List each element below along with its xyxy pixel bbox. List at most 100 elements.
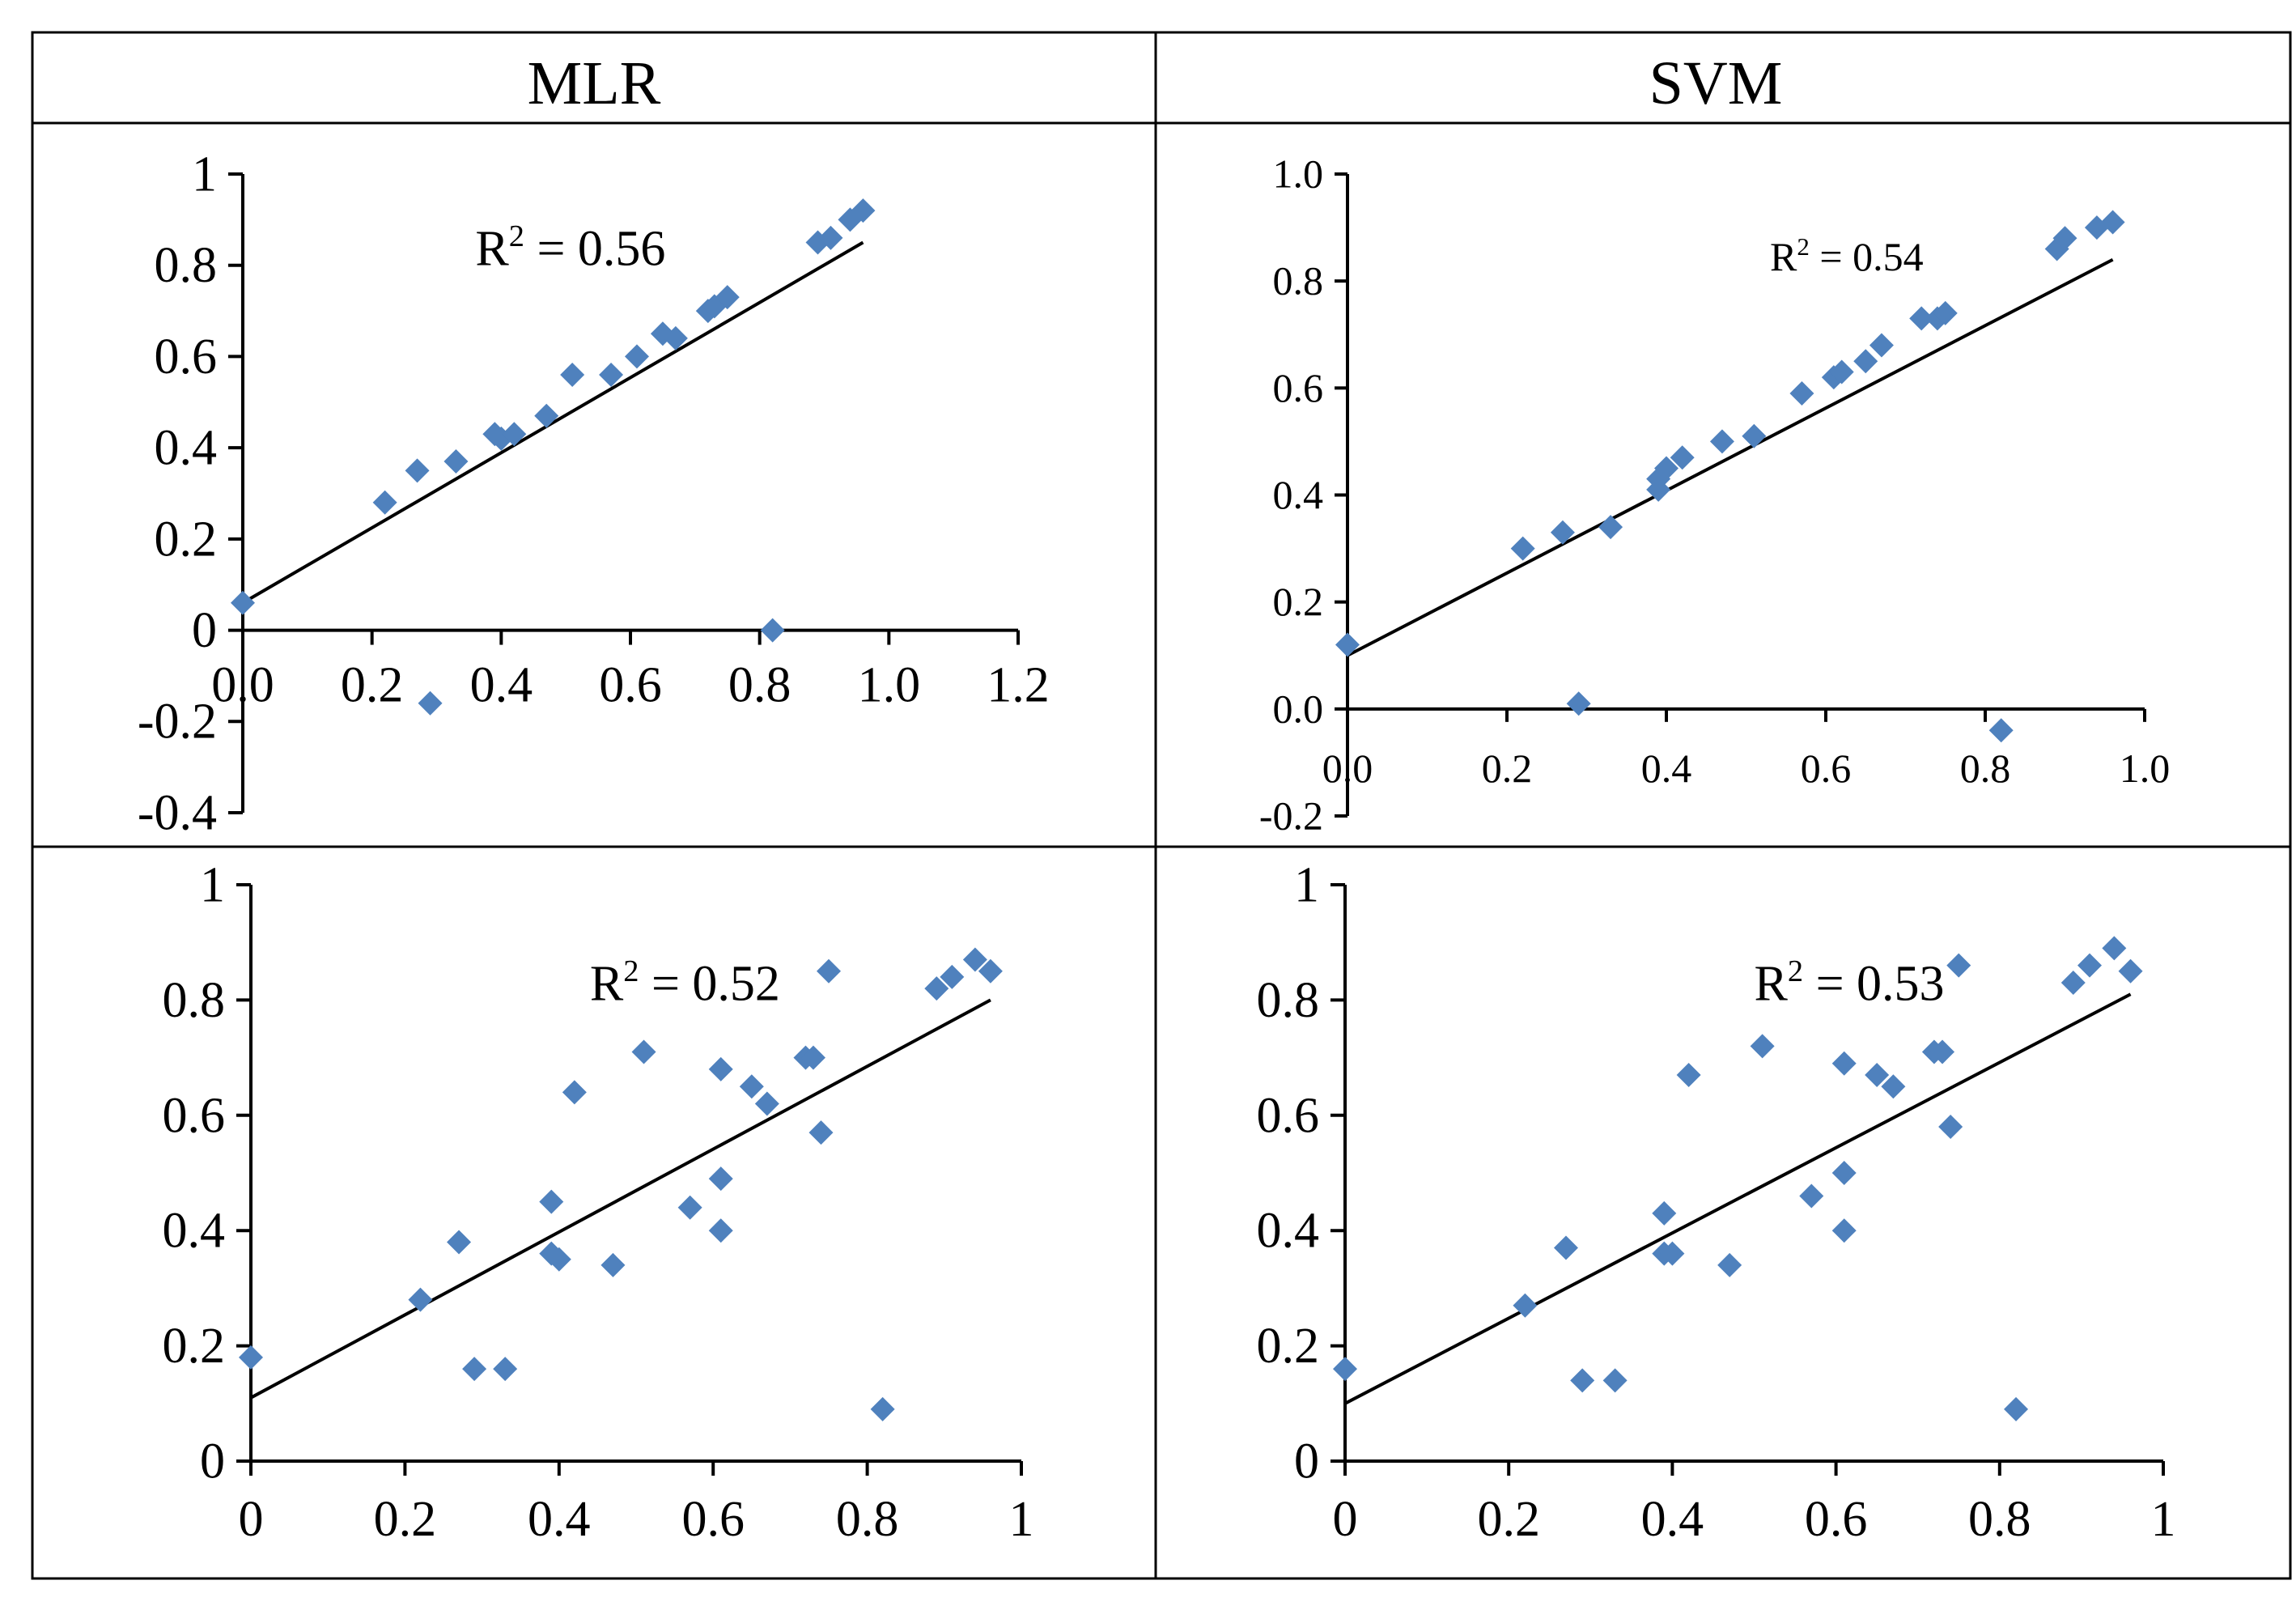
data-point [1670,445,1695,470]
x-tick-label: 0.8 [728,658,792,713]
r-squared-annotation: R2 = 0.52 [590,954,780,1012]
x-tick-label: 0.6 [681,1492,745,1547]
x-tick-label: 1 [2151,1492,2176,1547]
y-tick-label: 0.8 [155,238,218,293]
data-point [1930,1039,1955,1064]
data-point [1853,349,1878,374]
data-point [539,1189,564,1214]
x-tick-label: 0.0 [211,658,274,713]
data-point [1946,953,1971,978]
header-mlr: MLR [528,49,661,117]
data-point [1333,1357,1357,1382]
y-tick-label: 0.6 [1273,365,1324,410]
y-tick-label: -0.4 [138,785,217,840]
data-point [870,1396,895,1421]
data-point [2077,953,2103,978]
data-point [408,1287,433,1312]
data-point [2118,958,2143,984]
x-tick-label: 0.8 [1960,746,2011,791]
data-point [534,403,559,428]
data-point [1652,1200,1677,1226]
data-point [1570,1368,1595,1393]
x-tick-label: 0.6 [1801,746,1852,791]
data-point [231,590,255,615]
data-point [1869,333,1894,358]
x-tick-label: 1 [1009,1492,1034,1547]
y-tick-label: 0.4 [155,421,218,476]
data-point [1881,1074,1906,1099]
data-point [1602,1368,1628,1393]
r-squared-annotation: R2 = 0.56 [475,219,665,277]
data-point [624,344,649,369]
x-tick-label: 0.4 [1641,1492,1704,1547]
data-point [1550,520,1575,545]
header-svm: SVM [1649,49,1783,117]
data-point [2060,971,2086,996]
data-point [708,1166,733,1192]
r-squared-annotation: R2 = 0.53 [1755,954,1945,1012]
data-point [1909,306,1934,331]
scatter-panel-mlr-bottom: 0 0.2 0.4 0.6 0.8 1 0 0.2 0.4 0.6 0.8 1 R2 = 0.52 [163,857,1034,1547]
data-point [1676,1062,1701,1087]
y-tick-label: 0 [1294,1434,1319,1489]
x-tick-label: 0.4 [528,1492,591,1547]
data-point [663,325,688,351]
y-tick-label: 0.2 [155,512,218,567]
y-tick-label: 0.4 [1257,1204,1320,1259]
data-point [962,947,987,972]
x-tick-label: 0.0 [1322,746,1373,791]
data-point [1933,300,1958,325]
x-tick-label: 1.2 [987,658,1050,713]
data-point [1988,718,2014,743]
data-point [462,1357,487,1382]
y-tick-label: 0.6 [155,329,218,385]
data-point [817,958,841,984]
data-point [715,285,740,310]
y-tick-label: 0 [200,1434,225,1489]
y-tick-label: 0.6 [1257,1088,1320,1143]
x-tick-label: 0.6 [1805,1492,1868,1547]
x-tick-label: 0.2 [1482,746,1533,791]
data-point [2004,1396,2029,1421]
data-point [2102,936,2127,961]
data-point [1510,536,1535,561]
data-point [708,1218,733,1243]
data-point [418,690,443,716]
y-tick-label: 0.8 [1257,973,1320,1028]
table-border [31,31,2292,1580]
data-point [1717,1252,1742,1277]
y-tick-label: 1.0 [1273,151,1324,197]
x-tick-label: 0.6 [599,658,662,713]
data-point [447,1230,472,1255]
y-tick-label: 0.2 [1257,1319,1320,1374]
data-point [1831,1161,1857,1185]
y-tick-label: 0.6 [163,1088,226,1143]
data-point [1789,380,1814,406]
data-point [1646,477,1671,502]
data-point [924,976,949,1001]
data-point [805,230,830,255]
y-tick-label: 1 [192,147,217,202]
scatter-panel-mlr-top: -0.4 -0.2 0 0.2 0.4 0.6 0.8 1 0.0 0.2 0.4 0.6 0.8 1.0… [138,147,1050,840]
trendline [241,240,864,605]
y-tick-label: -0.2 [1259,793,1323,839]
y-tick-label: 0.8 [1273,258,1324,304]
data-point [493,1357,518,1382]
data-point [760,618,785,643]
data-point [1513,1293,1538,1318]
x-tick-label: 0.2 [1477,1492,1540,1547]
x-tick-label: 0.4 [1641,746,1692,791]
data-point [2052,226,2077,251]
data-point [818,225,843,250]
data-point [560,362,585,387]
data-point [239,1345,263,1370]
data-point [1799,1183,1824,1209]
data-point [631,1039,656,1064]
y-tick-label: 0.4 [1273,472,1324,517]
x-tick-label: 0.2 [374,1492,437,1547]
data-point [502,422,527,447]
x-tick-label: 1.0 [2120,746,2171,791]
data-point [708,1056,733,1081]
data-point [372,490,397,515]
